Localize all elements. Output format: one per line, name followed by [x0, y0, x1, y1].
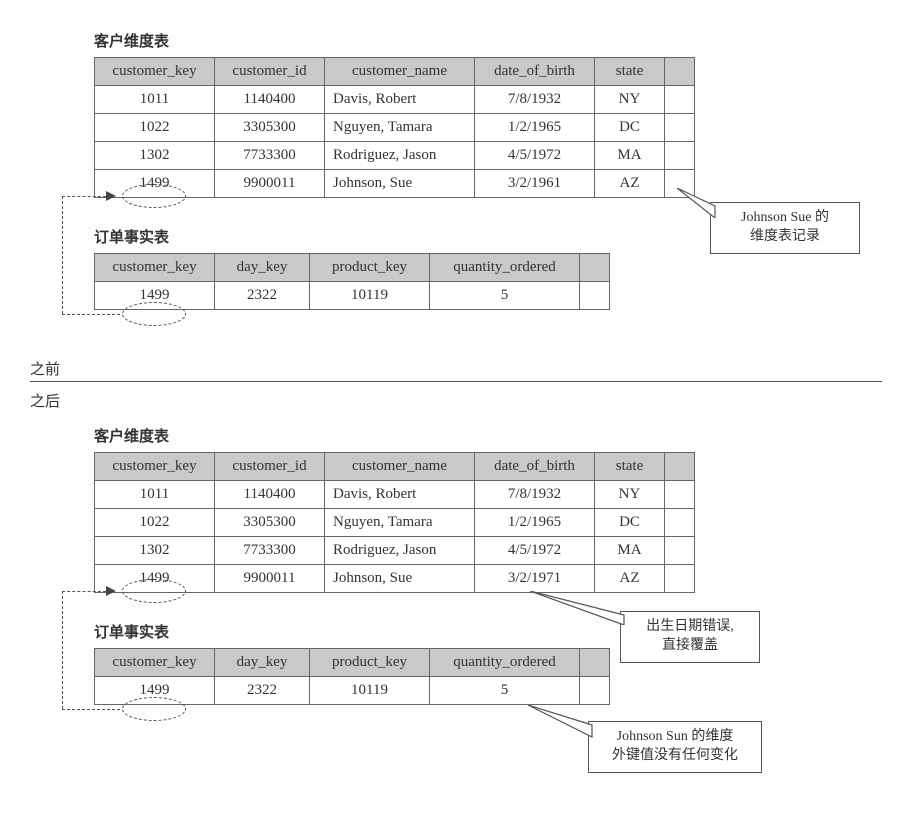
col-header: customer_name	[325, 453, 475, 481]
col-header: day_key	[215, 649, 310, 677]
col-header: product_key	[310, 649, 430, 677]
col-header: state	[595, 58, 665, 86]
callout-johnson-record: Johnson Sue 的 维度表记录	[710, 202, 860, 254]
col-header: customer_key	[95, 58, 215, 86]
col-header: date_of_birth	[475, 58, 595, 86]
customer-table-title-before: 客户维度表	[94, 30, 882, 51]
col-header: customer_id	[215, 58, 325, 86]
customer-table-after: customer_key customer_id customer_name d…	[94, 452, 695, 593]
connector-line	[62, 314, 120, 315]
label-after: 之后	[30, 390, 882, 411]
divider-line	[30, 381, 882, 382]
connector-line	[62, 591, 63, 709]
connector-line	[62, 709, 120, 710]
table-row: 1011 1140400 Davis, Robert 7/8/1932 NY	[95, 86, 695, 114]
after-block: 客户维度表 customer_key customer_id customer_…	[30, 425, 882, 785]
col-header: product_key	[310, 254, 430, 282]
customer-table-before: customer_key customer_id customer_name d…	[94, 57, 695, 198]
table-row: 1499 9900011 Johnson, Sue 3/2/1971 AZ	[95, 565, 695, 593]
callout-fk-unchanged: Johnson Sun 的维度 外键值没有任何变化	[588, 721, 762, 773]
connector-line	[62, 196, 63, 314]
col-header: customer_key	[95, 254, 215, 282]
col-header: customer_name	[325, 58, 475, 86]
extra-col	[580, 254, 610, 282]
table-row: 1302 7733300 Rodriguez, Jason 4/5/1972 M…	[95, 537, 695, 565]
col-header: customer_id	[215, 453, 325, 481]
col-header: customer_key	[95, 453, 215, 481]
table-row: 1022 3305300 Nguyen, Tamara 1/2/1965 DC	[95, 509, 695, 537]
table-row: 1011 1140400 Davis, Robert 7/8/1932 NY	[95, 481, 695, 509]
before-block: 客户维度表 customer_key customer_id customer_…	[30, 30, 882, 350]
customer-table-title-after: 客户维度表	[94, 425, 882, 446]
fact-table-after: customer_key day_key product_key quantit…	[94, 648, 610, 705]
extra-col	[580, 649, 610, 677]
col-header: quantity_ordered	[430, 649, 580, 677]
fact-table-title-after: 订单事实表	[94, 621, 882, 642]
table-row: 1302 7733300 Rodriguez, Jason 4/5/1972 M…	[95, 142, 695, 170]
table-row: 1499 9900011 Johnson, Sue 3/2/1961 AZ	[95, 170, 695, 198]
callout-tail-icon	[528, 705, 594, 739]
col-header: date_of_birth	[475, 453, 595, 481]
callout-tail-icon	[530, 591, 626, 625]
extra-col	[665, 453, 695, 481]
col-header: day_key	[215, 254, 310, 282]
col-header: quantity_ordered	[430, 254, 580, 282]
label-before: 之前	[30, 358, 882, 379]
table-row: 1499 2322 10119 5	[95, 282, 610, 310]
col-header: state	[595, 453, 665, 481]
table-row: 1022 3305300 Nguyen, Tamara 1/2/1965 DC	[95, 114, 695, 142]
col-header: customer_key	[95, 649, 215, 677]
callout-dob-overwrite: 出生日期错误, 直接覆盖	[620, 611, 760, 663]
fact-table-before: customer_key day_key product_key quantit…	[94, 253, 610, 310]
table-row: 1499 2322 10119 5	[95, 677, 610, 705]
extra-col	[665, 58, 695, 86]
